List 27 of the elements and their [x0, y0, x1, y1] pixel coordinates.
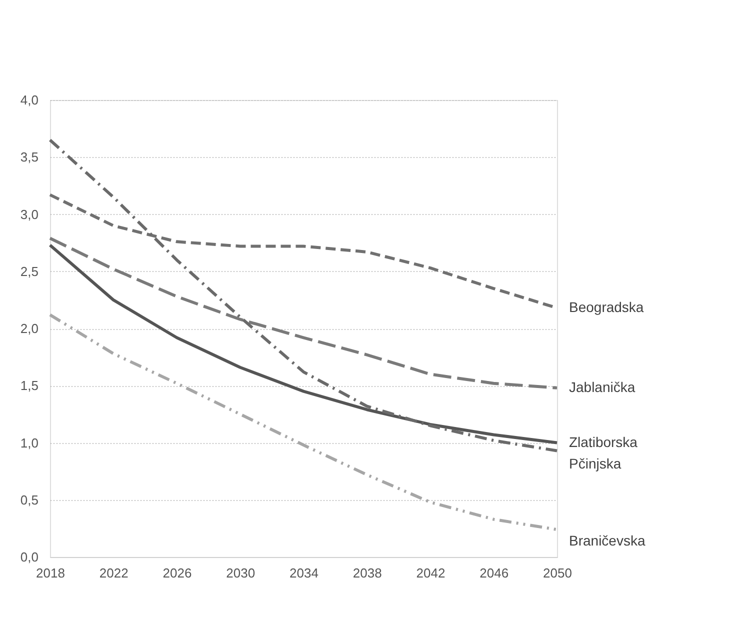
x-tick-label: 2030 [226, 566, 256, 580]
line-series [48, 138, 558, 452]
line-series [48, 244, 558, 444]
y-tick-label: 2,5 [20, 264, 38, 279]
y-tick-label: 3,0 [20, 206, 38, 222]
x-tick-label: 2026 [162, 566, 192, 580]
series-label: Beogradska [569, 298, 644, 315]
y-tick-label: 1,5 [20, 378, 38, 394]
x-tick-label: 2034 [290, 566, 318, 580]
series-label: Pčinjska [569, 456, 622, 472]
series-label: Jablanička [569, 378, 636, 395]
y-tick-label: 1,0 [20, 435, 38, 450]
y-tick-label: 0,5 [20, 492, 38, 508]
y-tick-label: 2,0 [20, 321, 38, 336]
y-tick-label: 4,0 [20, 92, 38, 108]
x-tick-label: 2018 [36, 566, 65, 580]
x-tick-label: 2038 [352, 566, 382, 580]
series-label: Zlatiborska [569, 434, 638, 450]
x-tick-label: 2050 [543, 566, 572, 580]
line-series [48, 236, 558, 390]
y-tick-label: 0,0 [20, 550, 38, 564]
line-series [48, 313, 558, 532]
y-tick-label: 3,5 [20, 150, 38, 165]
x-tick-label: 2022 [99, 566, 128, 580]
series-label: Braničevska [569, 532, 646, 549]
x-tick-label: 2046 [480, 566, 509, 580]
x-tick-label: 2042 [416, 566, 446, 580]
